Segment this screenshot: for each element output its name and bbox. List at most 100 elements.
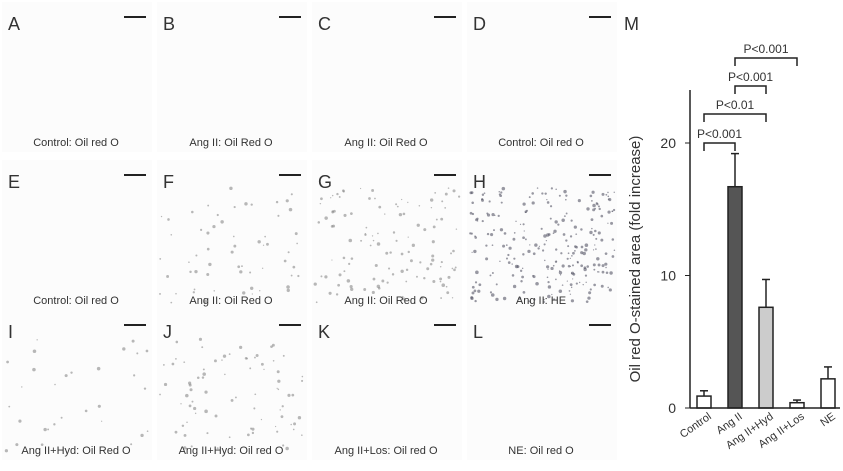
stain-dot [374,263,378,268]
stain-dot [520,280,523,283]
stain-dot [574,245,577,248]
stain-dot [611,255,615,258]
stain-dot [558,271,563,275]
stain-dot [260,418,263,421]
significance-bracket [734,57,798,66]
y-axis-label: Oil red O-stained area (fold increase) [627,136,644,383]
stain-dot [97,404,101,408]
stain-dot [431,240,435,244]
stain-dot [475,270,479,275]
stain-dot [569,283,573,287]
stain-dot [301,375,304,378]
stain-dot [416,223,420,227]
stain-dot [342,256,346,260]
stain-dot [552,232,555,235]
stain-dot [477,289,481,293]
stain-dot [607,191,609,194]
panel-caption: Ang II+Hyd: Oil Red O [21,445,131,457]
panel-caption: Control: Oil red O [33,137,119,149]
stain-dot [567,245,570,248]
stain-dot [595,237,598,240]
stain-dot [555,188,557,191]
stain-dot [607,210,611,214]
stain-dot [47,428,50,431]
stain-dot [368,197,371,200]
stain-dot [213,290,215,292]
stain-dot [569,293,572,295]
stain-dot [32,367,36,372]
stain-dot [522,253,525,256]
stain-dot [513,257,516,260]
panel-letter: H [473,172,486,192]
panel-image [157,160,307,310]
stain-dot [337,283,341,287]
stain-dot [222,354,227,358]
stain-dot [405,268,409,272]
stain-dot [575,233,578,235]
stain-dot [276,430,279,433]
stain-dot [527,249,531,254]
stain-dot [378,205,382,209]
stain-dot [411,243,415,247]
stain-dot [377,232,379,235]
stain-dot [400,198,403,201]
stain-dot [419,261,422,264]
image-panel: L NE: Oil red O [467,310,617,460]
stain-dot [286,288,290,293]
stain-dot [122,347,126,351]
stain-dot [216,447,219,450]
stain-dot [560,252,563,255]
stain-dot [385,251,389,255]
stain-dot [434,192,437,194]
stain-dot [143,387,147,390]
stain-dot [188,383,192,387]
stain-dot [471,212,475,216]
image-panel: C Ang II: Oil Red O [312,2,462,152]
stain-dot [241,265,243,268]
panel-caption: Ang II: Oil Red O [189,137,273,149]
bar [696,395,712,409]
stain-dot [570,286,573,289]
stain-dot [607,195,610,198]
stain-dot [239,270,243,274]
stain-dot [266,242,269,246]
stain-dot [166,275,170,278]
stain-dot [489,291,493,294]
stain-dot [348,238,353,243]
stain-dot [160,215,163,218]
stain-dot [605,193,608,196]
stain-dot [131,339,135,343]
stain-dot [499,228,504,232]
stain-dot [561,264,565,268]
stain-dot [279,409,281,411]
stain-dot [474,281,478,284]
stain-dot [570,271,575,275]
stain-dot [512,284,517,289]
stain-dot [251,293,253,295]
stain-dot [291,393,295,397]
panel-image [467,310,617,460]
stain-dot [251,427,255,431]
stain-dot [202,372,206,376]
stain-dot [470,191,474,195]
stain-dot [600,214,604,218]
stain-dot [250,203,253,206]
panel-letter: M [624,14,639,34]
stain-dot [612,208,616,212]
stain-dot [170,301,173,304]
y-tick-label: 20 [660,135,676,151]
significance-label: P<0.001 [697,127,742,141]
stain-dot [371,189,375,192]
significance-bracket [703,142,736,151]
stain-dot [515,220,517,223]
stain-dot [573,225,577,229]
stain-dot [175,292,177,295]
stain-dot [471,285,475,289]
stain-dot [537,247,540,250]
stain-dot [458,195,461,198]
stain-dot [229,186,233,191]
stain-dot [613,191,615,194]
stain-dot [536,187,539,189]
stain-dot [584,274,588,277]
stain-dot [508,246,512,250]
